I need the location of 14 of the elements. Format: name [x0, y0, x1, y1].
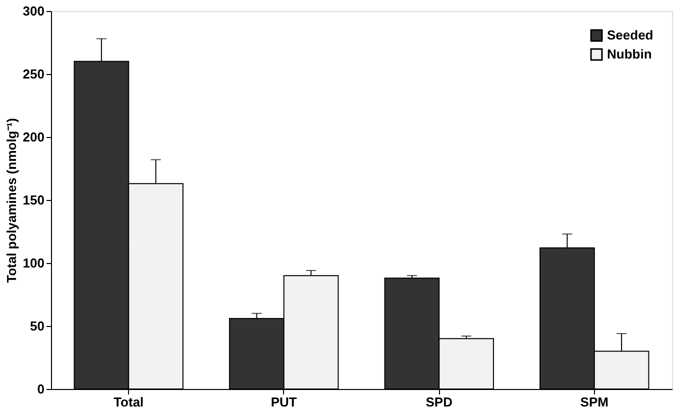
y-tick-label: 200: [22, 130, 44, 144]
y-tick-label: 50: [30, 318, 44, 334]
y-tick-label: 150: [22, 192, 44, 208]
y-tick-label: 250: [22, 66, 44, 82]
y-axis-title: Total polyamines (nmolg⁻¹): [4, 118, 19, 283]
x-tick-label: Total: [114, 394, 144, 410]
x-tick-label: SPM: [580, 394, 608, 410]
y-tick-label: 300: [22, 4, 44, 18]
x-tick-label: SPD: [426, 394, 452, 410]
y-tick-label: 100: [22, 256, 44, 270]
legend-label: Nubbin: [607, 46, 652, 62]
legend-label: Seeded: [607, 28, 654, 42]
x-tick-label: PUT: [270, 394, 297, 410]
y-tick-label: 0: [37, 382, 44, 396]
